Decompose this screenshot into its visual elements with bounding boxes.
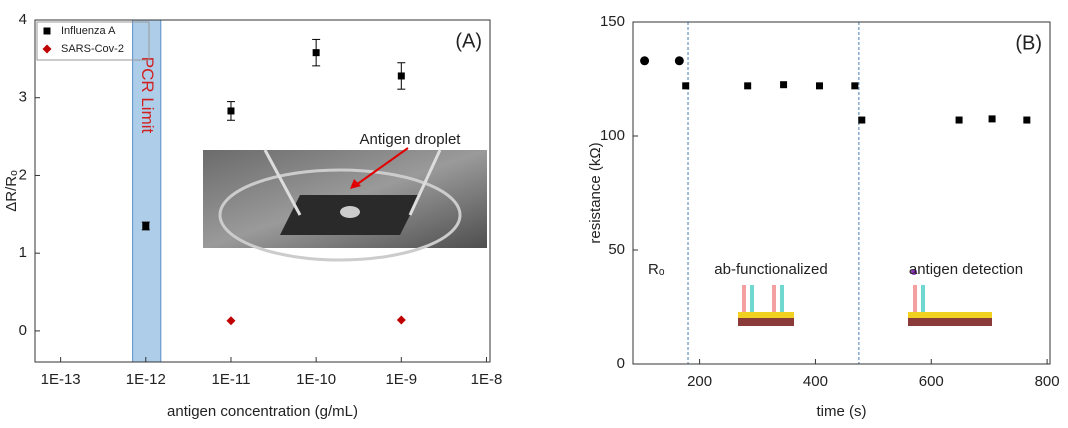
point <box>43 45 52 54</box>
legend-label: SARS-Cov-2 <box>61 43 124 55</box>
x-tick-label: 1E-9 <box>385 371 417 388</box>
point <box>398 72 405 79</box>
point <box>851 82 858 89</box>
inset-photo <box>203 150 487 260</box>
x-axis-label: time (s) <box>817 403 867 420</box>
point <box>1023 117 1030 124</box>
x-tick-label: 400 <box>803 373 828 390</box>
y-tick-label: 3 <box>19 89 27 106</box>
x-tick-label: 1E-10 <box>296 371 336 388</box>
x-tick-label: 200 <box>687 373 712 390</box>
band-label: PCR Limit <box>138 57 157 134</box>
x-tick-label: 800 <box>1035 373 1060 390</box>
x-tick-label: 1E-11 <box>212 371 251 388</box>
y-tick-label: 150 <box>600 13 625 30</box>
x-tick-label: 1E-12 <box>126 371 166 388</box>
y-axis-label: ΔR/Rₒ <box>3 170 20 212</box>
y-tick-label: 0 <box>19 322 27 339</box>
y-tick-label: 50 <box>608 241 625 258</box>
legend-label: Influenza A <box>61 25 116 37</box>
region-label: ab-functionalized <box>714 261 827 278</box>
point <box>858 117 865 124</box>
y-tick-label: 4 <box>19 11 27 28</box>
y-tick-label: 0 <box>617 355 625 372</box>
point <box>675 56 684 65</box>
region-label: Rₒ <box>648 261 665 278</box>
point <box>640 56 649 65</box>
panel-label: (B) <box>1015 32 1042 54</box>
x-tick-label: 1E-13 <box>41 371 81 388</box>
point <box>226 316 235 325</box>
point <box>142 222 149 229</box>
panel-label: (A) <box>455 30 482 52</box>
x-tick-label: 1E-8 <box>471 371 503 388</box>
figure: PCR Limit 1E-13 1E-12 1E-11 1E-10 1E-9 1E-8 0 1 2… <box>0 0 1068 423</box>
point <box>989 115 996 122</box>
point <box>780 81 787 88</box>
point <box>397 316 406 325</box>
point <box>682 82 689 89</box>
point <box>956 117 963 124</box>
x-axis-label: antigen concentration (g/mL) <box>167 403 358 420</box>
annotation: Antigen droplet <box>360 131 462 148</box>
point <box>227 107 234 114</box>
point <box>44 28 51 35</box>
y-tick-label: 1 <box>19 244 27 261</box>
y-tick-label: 100 <box>600 127 625 144</box>
y-axis-label: resistance (kΩ) <box>587 142 604 243</box>
point <box>744 82 751 89</box>
point <box>816 82 823 89</box>
region-label: antigen detection <box>909 261 1023 278</box>
point <box>313 49 320 56</box>
x-tick-label: 600 <box>919 373 944 390</box>
